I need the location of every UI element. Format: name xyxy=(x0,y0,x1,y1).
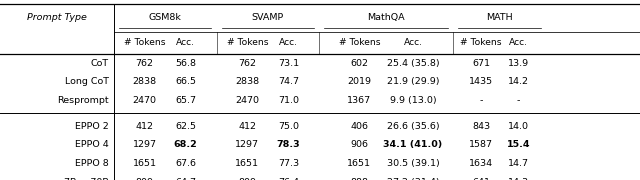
Text: MATH: MATH xyxy=(486,13,513,22)
Text: 1435: 1435 xyxy=(469,77,493,86)
Text: 27.2 (31.4): 27.2 (31.4) xyxy=(387,177,439,180)
Text: 906: 906 xyxy=(350,140,369,149)
Text: EPPO 4: EPPO 4 xyxy=(75,140,109,149)
Text: -: - xyxy=(479,96,483,105)
Text: 34.1 (41.0): 34.1 (41.0) xyxy=(383,140,443,149)
Text: Acc.: Acc. xyxy=(509,38,528,47)
Text: Acc.: Acc. xyxy=(403,38,422,47)
Text: Resprompt: Resprompt xyxy=(57,96,109,105)
Text: 762: 762 xyxy=(136,59,154,68)
Text: 1297: 1297 xyxy=(236,140,259,149)
Text: 2838: 2838 xyxy=(236,77,259,86)
Text: -: - xyxy=(516,96,520,105)
Text: Prompt Type: Prompt Type xyxy=(27,13,87,22)
Text: 62.5: 62.5 xyxy=(175,122,196,131)
Text: Acc.: Acc. xyxy=(279,38,298,47)
Text: 1651: 1651 xyxy=(348,159,371,168)
Text: 78.3: 78.3 xyxy=(276,140,300,149)
Text: Long CoT: Long CoT xyxy=(65,77,109,86)
Text: 64.7: 64.7 xyxy=(175,177,196,180)
Text: # Tokens: # Tokens xyxy=(227,38,268,47)
Text: 1651: 1651 xyxy=(132,159,157,168)
Text: # Tokens: # Tokens xyxy=(124,38,166,47)
Text: 65.7: 65.7 xyxy=(175,96,196,105)
Text: 406: 406 xyxy=(350,122,369,131)
Text: 412: 412 xyxy=(238,122,256,131)
Text: 7B → 70B: 7B → 70B xyxy=(64,177,109,180)
Text: 641: 641 xyxy=(472,177,490,180)
Text: 15.4: 15.4 xyxy=(507,140,530,149)
Text: # Tokens: # Tokens xyxy=(460,38,502,47)
Text: 56.8: 56.8 xyxy=(175,59,196,68)
Text: 1651: 1651 xyxy=(236,159,259,168)
Text: 67.6: 67.6 xyxy=(175,159,196,168)
Text: 809: 809 xyxy=(238,177,256,180)
Text: 77.3: 77.3 xyxy=(278,159,299,168)
Text: 888: 888 xyxy=(350,177,369,180)
Text: EPPO 8: EPPO 8 xyxy=(75,159,109,168)
Text: 13.9: 13.9 xyxy=(508,59,529,68)
Text: 671: 671 xyxy=(472,59,490,68)
Text: 66.5: 66.5 xyxy=(175,77,196,86)
Text: 1587: 1587 xyxy=(469,140,493,149)
Text: 75.0: 75.0 xyxy=(278,122,299,131)
Text: 602: 602 xyxy=(350,59,369,68)
Text: EPPO 2: EPPO 2 xyxy=(75,122,109,131)
Text: 2470: 2470 xyxy=(236,96,259,105)
Text: 14.0: 14.0 xyxy=(508,122,529,131)
Text: 14.2: 14.2 xyxy=(508,77,529,86)
Text: GSM8k: GSM8k xyxy=(148,13,182,22)
Text: 2470: 2470 xyxy=(132,96,157,105)
Text: 2838: 2838 xyxy=(132,77,157,86)
Text: 73.1: 73.1 xyxy=(278,59,299,68)
Text: 68.2: 68.2 xyxy=(174,140,198,149)
Text: 14.7: 14.7 xyxy=(508,159,529,168)
Text: # Tokens: # Tokens xyxy=(339,38,380,47)
Text: 71.0: 71.0 xyxy=(278,96,299,105)
Text: 9.9 (13.0): 9.9 (13.0) xyxy=(390,96,436,105)
Text: 843: 843 xyxy=(472,122,490,131)
Text: 26.6 (35.6): 26.6 (35.6) xyxy=(387,122,439,131)
Text: 30.5 (39.1): 30.5 (39.1) xyxy=(387,159,440,168)
Text: CoT: CoT xyxy=(91,59,109,68)
Text: 25.4 (35.8): 25.4 (35.8) xyxy=(387,59,439,68)
Text: MathQA: MathQA xyxy=(367,13,405,22)
Text: 1297: 1297 xyxy=(132,140,157,149)
Text: 21.9 (29.9): 21.9 (29.9) xyxy=(387,77,439,86)
Text: SVAMP: SVAMP xyxy=(252,13,284,22)
Text: Acc.: Acc. xyxy=(176,38,195,47)
Text: 809: 809 xyxy=(136,177,154,180)
Text: 762: 762 xyxy=(238,59,256,68)
Text: 14.3: 14.3 xyxy=(508,177,529,180)
Text: 2019: 2019 xyxy=(348,77,371,86)
Text: 76.4: 76.4 xyxy=(278,177,299,180)
Text: 1634: 1634 xyxy=(469,159,493,168)
Text: 1367: 1367 xyxy=(348,96,371,105)
Text: 74.7: 74.7 xyxy=(278,77,299,86)
Text: 412: 412 xyxy=(136,122,154,131)
